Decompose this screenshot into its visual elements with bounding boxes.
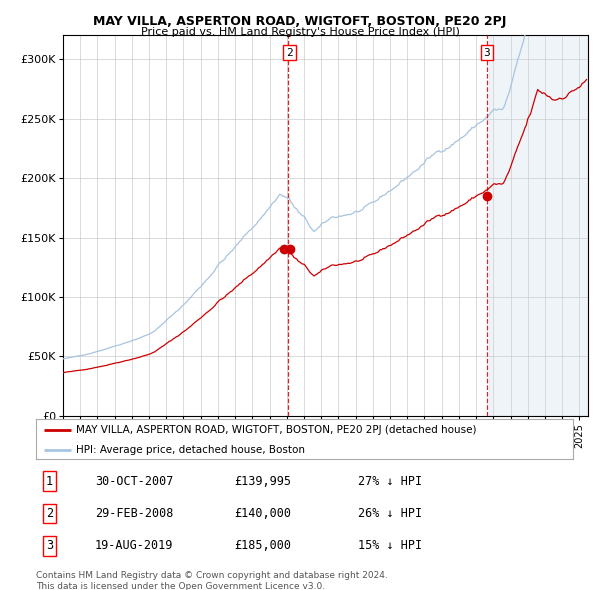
- Text: £139,995: £139,995: [235, 475, 292, 488]
- Text: 26% ↓ HPI: 26% ↓ HPI: [358, 507, 422, 520]
- Text: 29-FEB-2008: 29-FEB-2008: [95, 507, 173, 520]
- Text: 2: 2: [286, 48, 293, 57]
- Bar: [489, 35, 588, 416]
- Text: 3: 3: [484, 48, 490, 57]
- Text: £185,000: £185,000: [235, 539, 292, 552]
- Text: 3: 3: [46, 539, 53, 552]
- Text: 1: 1: [46, 475, 53, 488]
- Text: 2: 2: [46, 507, 53, 520]
- Text: MAY VILLA, ASPERTON ROAD, WIGTOFT, BOSTON, PE20 2PJ (detached house): MAY VILLA, ASPERTON ROAD, WIGTOFT, BOSTO…: [76, 425, 477, 435]
- Text: £140,000: £140,000: [235, 507, 292, 520]
- Text: Contains HM Land Registry data © Crown copyright and database right 2024.
This d: Contains HM Land Registry data © Crown c…: [36, 571, 388, 590]
- Text: 15% ↓ HPI: 15% ↓ HPI: [358, 539, 422, 552]
- Text: 19-AUG-2019: 19-AUG-2019: [95, 539, 173, 552]
- Text: 27% ↓ HPI: 27% ↓ HPI: [358, 475, 422, 488]
- Text: Price paid vs. HM Land Registry's House Price Index (HPI): Price paid vs. HM Land Registry's House …: [140, 27, 460, 37]
- Text: 30-OCT-2007: 30-OCT-2007: [95, 475, 173, 488]
- Text: HPI: Average price, detached house, Boston: HPI: Average price, detached house, Bost…: [76, 445, 305, 455]
- Text: MAY VILLA, ASPERTON ROAD, WIGTOFT, BOSTON, PE20 2PJ: MAY VILLA, ASPERTON ROAD, WIGTOFT, BOSTO…: [94, 15, 506, 28]
